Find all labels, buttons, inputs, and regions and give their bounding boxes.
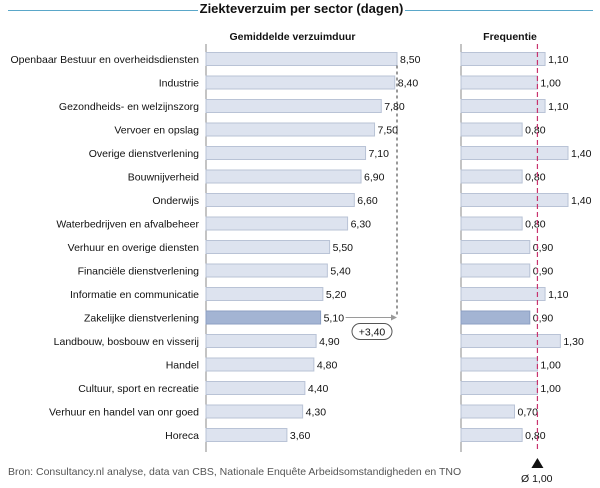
- category-label: Bouwnijverheid: [128, 172, 199, 184]
- category-label: Cultuur, sport en recreatie: [78, 383, 199, 395]
- frequency-bar: [460, 240, 531, 254]
- category-label: Industrie: [159, 78, 199, 90]
- category-label: Overige dienstverlening: [89, 148, 199, 160]
- category-label: Openbaar Bestuur en overheidsdiensten: [10, 54, 199, 66]
- frequency-value-label: 1,30: [563, 336, 584, 348]
- frequency-bar: [460, 52, 546, 66]
- frequency-bar: [460, 169, 523, 184]
- category-label: Financiële dienstverlening: [78, 266, 200, 278]
- duration-value-label: 4,30: [306, 407, 327, 419]
- duration-bar: [205, 287, 324, 301]
- frequency-bar: [460, 428, 523, 442]
- frequency-panel-title: Frequentie: [483, 31, 537, 43]
- frequency-value-label: 1,40: [571, 195, 592, 207]
- frequency-value-label: 0,80: [525, 430, 546, 442]
- category-label: Zakelijke dienstverlening: [84, 313, 199, 325]
- duration-value-label: 7,10: [369, 148, 390, 160]
- frequency-bar: [460, 75, 538, 90]
- title-rule-right: [405, 10, 593, 11]
- comparison-annotation-text: +3,40: [359, 327, 386, 339]
- frequency-value-label: 0,90: [533, 266, 554, 278]
- duration-value-label: 5,20: [326, 289, 347, 301]
- frequency-value-label: 0,70: [518, 407, 539, 419]
- frequency-value-label: 0,80: [525, 219, 546, 231]
- duration-value-label: 4,90: [319, 336, 340, 348]
- frequency-bar: [460, 287, 546, 301]
- frequency-value-label: 0,80: [525, 125, 546, 137]
- frequency-bar: [460, 193, 569, 207]
- duration-bar: [205, 240, 331, 254]
- duration-value-label: 8,50: [400, 54, 421, 66]
- frequency-bar: [460, 310, 531, 325]
- frequency-bar: [460, 216, 523, 231]
- frequency-bar: [460, 404, 515, 419]
- duration-value-label: 5,50: [333, 242, 354, 254]
- duration-value-label: 5,40: [330, 266, 351, 278]
- category-label: Onderwijs: [152, 195, 199, 207]
- source-note: Bron: Consultancy.nl analyse, data van C…: [8, 466, 462, 478]
- comparison-annotation-badge: [351, 323, 393, 340]
- duration-bar: [205, 216, 349, 231]
- duration-bar: [205, 169, 362, 184]
- duration-bar: [205, 75, 396, 90]
- reference-marker-triangle: [531, 458, 544, 468]
- average-reference-label: Ø 1,00: [521, 473, 553, 485]
- duration-value-label: 4,40: [308, 383, 329, 395]
- duration-value-label: 4,80: [317, 360, 338, 372]
- frequency-bar: [460, 122, 523, 137]
- frequency-value-label: 0,80: [525, 172, 546, 184]
- frequency-value-label: 1,10: [548, 101, 569, 113]
- duration-bar: [205, 263, 328, 278]
- category-label: Landbouw, bosbouw en visserij: [54, 336, 199, 348]
- frequency-bar: [460, 381, 538, 395]
- frequency-value-label: 0,90: [533, 313, 554, 325]
- category-label: Horeca: [165, 430, 199, 442]
- frequency-bar: [460, 263, 531, 278]
- frequency-bar: [460, 99, 546, 113]
- title-rule-left: [8, 10, 198, 11]
- frequency-value-label: 1,00: [540, 360, 561, 372]
- duration-bar: [205, 52, 398, 66]
- frequency-value-label: 1,40: [571, 148, 592, 160]
- comparison-arrowhead: [391, 314, 397, 321]
- duration-value-label: 6,30: [351, 219, 372, 231]
- duration-bar: [205, 334, 317, 348]
- category-label: Waterbedrijven en afvalbeheer: [56, 219, 199, 231]
- category-label: Handel: [166, 360, 199, 372]
- duration-bar: [205, 193, 355, 207]
- frequency-value-label: 1,00: [540, 78, 561, 90]
- duration-bar: [205, 357, 315, 372]
- category-label: Informatie en communicatie: [70, 289, 199, 301]
- frequency-value-label: 1,10: [548, 54, 569, 66]
- duration-value-label: 8,40: [398, 78, 419, 90]
- duration-value-label: 7,50: [378, 125, 399, 137]
- duration-value-label: 6,60: [357, 195, 378, 207]
- duration-bar: [205, 381, 306, 395]
- frequency-value-label: 1,00: [540, 383, 561, 395]
- duration-value-label: 5,10: [324, 313, 345, 325]
- duration-bar: [205, 310, 322, 325]
- duration-panel-title: Gemiddelde verzuimduur: [229, 31, 356, 43]
- frequency-bar: [460, 334, 561, 348]
- duration-value-label: 6,90: [364, 172, 385, 184]
- frequency-value-label: 1,10: [548, 289, 569, 301]
- frequency-bar: [460, 146, 569, 160]
- category-label: Verhuur en handel van onr goed: [49, 407, 199, 419]
- chart-title: Ziekteverzuim per sector (dagen): [199, 1, 404, 16]
- duration-bar: [205, 146, 367, 160]
- frequency-bar: [460, 357, 538, 372]
- category-label: Verhuur en overige diensten: [68, 242, 200, 254]
- category-label: Vervoer en opslag: [114, 125, 199, 137]
- duration-value-label: 7,80: [384, 101, 405, 113]
- frequency-value-label: 0,90: [533, 242, 554, 254]
- duration-bar: [205, 122, 376, 137]
- duration-bar: [205, 404, 304, 419]
- duration-bar: [205, 99, 382, 113]
- category-label: Gezondheids- en welzijnszorg: [59, 101, 199, 113]
- duration-bar: [205, 428, 288, 442]
- duration-value-label: 3,60: [290, 430, 311, 442]
